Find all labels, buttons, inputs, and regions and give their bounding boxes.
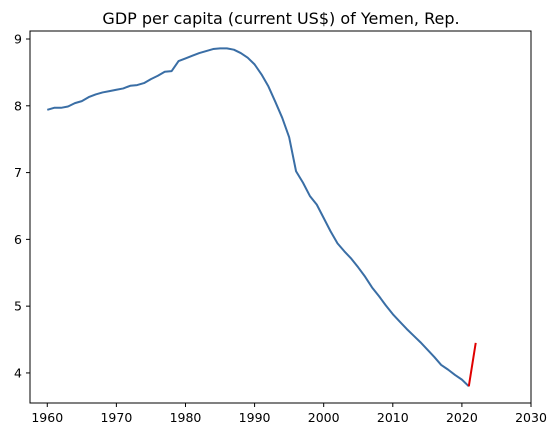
y-tick-label: 4 — [14, 365, 22, 380]
plot-area: 1960 1970 1980 1990 2000 2010 2020 2030 4 5 6 7 8 9 — [14, 30, 547, 425]
x-tick-label: 2020 — [446, 410, 478, 425]
series-line-1 — [467, 342, 477, 387]
x-tick-label: 1960 — [31, 410, 63, 425]
y-tick-label: 9 — [14, 32, 22, 47]
chart-title: GDP per capita (current US$) of Yemen, R… — [102, 9, 459, 28]
series-layer — [47, 47, 477, 388]
x-tick-label: 2010 — [377, 410, 409, 425]
series-line-0 — [47, 47, 470, 388]
x-tick-label: 2030 — [515, 410, 547, 425]
x-axis: 1960 1970 1980 1990 2000 2010 2020 2030 — [31, 403, 547, 425]
y-tick-label: 6 — [14, 232, 22, 247]
x-tick-label: 2000 — [308, 410, 340, 425]
y-axis: 4 5 6 7 8 9 — [14, 32, 30, 380]
axes-frame — [29, 30, 532, 404]
y-tick-label: 8 — [14, 98, 22, 113]
x-tick-label: 1980 — [170, 410, 202, 425]
x-tick-label: 1970 — [100, 410, 132, 425]
y-tick-label: 7 — [14, 165, 22, 180]
y-tick-label: 5 — [14, 299, 22, 314]
x-tick-label: 1990 — [239, 410, 271, 425]
